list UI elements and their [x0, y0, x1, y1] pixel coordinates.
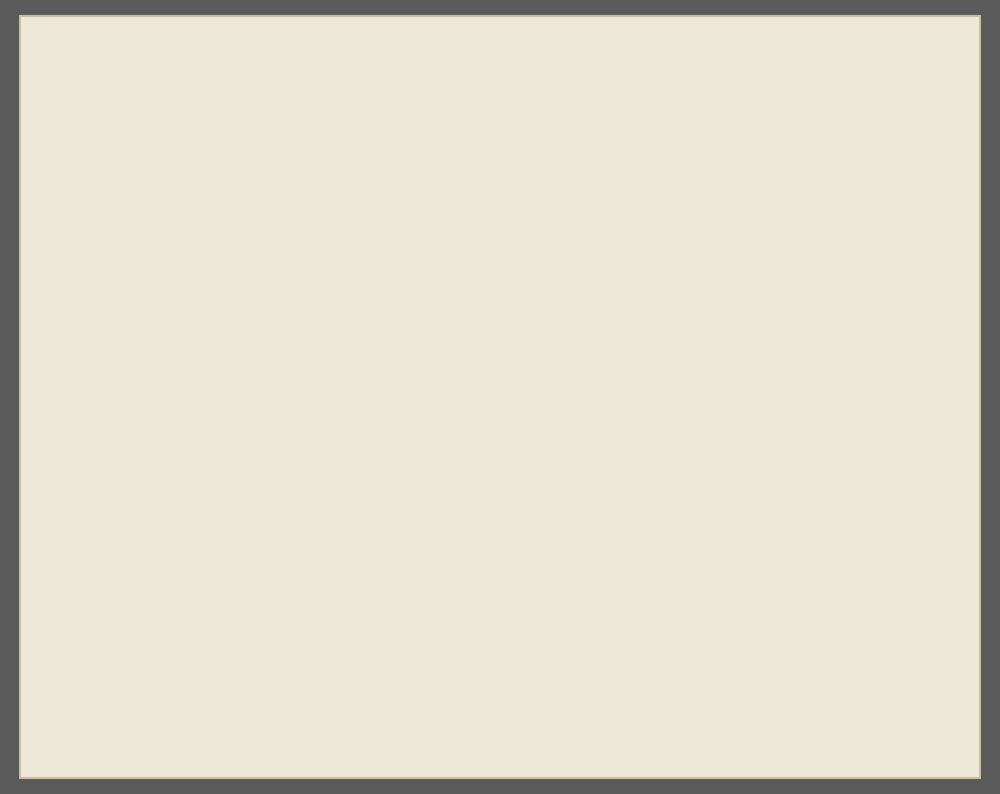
Circle shape	[938, 25, 970, 50]
Polygon shape	[340, 144, 360, 151]
Text: Sandy area or Sand Fy.: Sandy area or Sand Fy.	[837, 210, 918, 215]
Text: Proposed sanitary scheme (4 chains?): Proposed sanitary scheme (4 chains?)	[311, 234, 444, 241]
Polygon shape	[169, 147, 184, 160]
Text: Shelter (4) below camp: Shelter (4) below camp	[648, 292, 730, 299]
Text: Gravel
Road: Gravel Road	[714, 116, 737, 129]
Text: water point: water point	[498, 233, 538, 240]
Circle shape	[30, 25, 62, 50]
Text: In Pt Hitteria: In Pt Hitteria	[871, 393, 915, 399]
Text: Sandstone: Sandstone	[236, 411, 273, 417]
Text: Berbera Harrar Ry.: Berbera Harrar Ry.	[474, 19, 566, 29]
Circle shape	[938, 746, 970, 772]
Circle shape	[30, 746, 62, 772]
Text: Cross Sections: Cross Sections	[484, 31, 556, 40]
Text: Gravel section  R: Gravel section R	[588, 114, 648, 120]
Text: Horizontal Scale  40 ft = 1 inch: Horizontal Scale 40 ft = 1 inch	[320, 26, 439, 35]
Text: Granite + filly stone for camp: Granite + filly stone for camp	[196, 297, 320, 306]
Text: foundation: foundation	[31, 407, 69, 412]
Circle shape	[37, 30, 55, 44]
Text: Post: Post	[58, 208, 76, 217]
Text: Post Pole: Post Pole	[678, 399, 709, 404]
Polygon shape	[56, 175, 271, 197]
Text: unknown road: unknown road	[871, 239, 921, 245]
Text: all sand: all sand	[430, 109, 463, 118]
Text: Sandy strata
formation + foundations: Sandy strata formation + foundations	[91, 401, 177, 414]
Text: water point: water point	[438, 403, 478, 409]
Text: 1.10: 1.10	[338, 405, 354, 410]
Text: Nature: Nature	[650, 300, 673, 306]
Text: Cross 1: Cross 1	[819, 44, 850, 53]
Text: Bygollen: Bygollen	[747, 195, 784, 203]
Text: unknown ground: unknown ground	[807, 296, 867, 303]
Circle shape	[945, 30, 963, 44]
Text: Luka: Luka	[871, 232, 891, 241]
Text: North road
Alliance: North road Alliance	[57, 67, 95, 80]
Text: Cross 2: Cross 2	[620, 44, 651, 53]
Circle shape	[37, 752, 55, 766]
Text: Datum line
Grade
(above?): Datum line Grade (above?)	[31, 335, 70, 356]
Text: Vertical Scale    8 ft = 1 inch: Vertical Scale 8 ft = 1 inch	[320, 37, 429, 45]
Polygon shape	[741, 56, 875, 91]
Text: Full formation
Cutting  wide base (4 chains): Full formation Cutting wide base (4 chai…	[198, 90, 301, 103]
Text: Formation
Cutting  (alloy type?): Formation Cutting (alloy type?)	[193, 218, 267, 233]
Circle shape	[945, 752, 963, 766]
Text: sandy ground: sandy ground	[58, 218, 107, 224]
Text: Sheet 18: Sheet 18	[51, 19, 107, 29]
Text: Cutting  in Harrow  bridge (200)
chains: Cutting in Harrow bridge (200) chains	[198, 113, 311, 126]
Text: Datum line 1972  (above ground?): Datum line 1972 (above ground?)	[438, 318, 560, 324]
Text: In Pt
Hitteria...: In Pt Hitteria...	[878, 60, 911, 74]
Text: 11: 11	[56, 312, 65, 318]
